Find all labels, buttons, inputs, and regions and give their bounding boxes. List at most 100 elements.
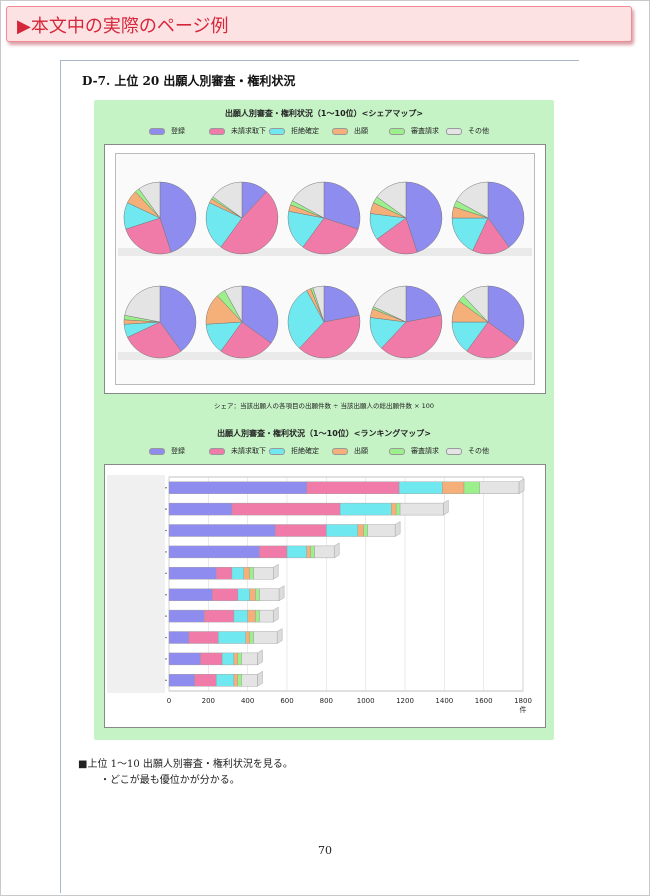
legend-swatch	[209, 127, 225, 135]
bar-segment	[253, 567, 274, 580]
legend-label: 出願	[354, 447, 368, 455]
bar-segment	[215, 674, 235, 687]
category-tick	[165, 529, 167, 532]
bar-segment	[204, 609, 235, 623]
bar-segment	[306, 481, 400, 494]
category-tick	[165, 679, 167, 682]
legend-swatch	[389, 447, 405, 455]
header-banner: ▶本文中の実際のページ例	[6, 6, 632, 42]
bar-segment	[259, 588, 280, 601]
pie-slice	[159, 285, 197, 352]
bar-segment	[391, 502, 397, 516]
legend-item: 拒絶確定	[269, 446, 319, 456]
bar-segment	[231, 502, 341, 516]
bar-segment	[363, 524, 368, 537]
category-tick	[165, 572, 167, 575]
legend-label: 審査請求	[411, 127, 439, 135]
bar-segment	[259, 545, 288, 559]
pie-slice	[125, 217, 172, 255]
share-legend: 登録 未請求取下 拒絶確定 出願 審査請求 その他	[94, 126, 554, 138]
pie-slice	[241, 285, 279, 344]
x-tick-label: 1800	[514, 697, 532, 705]
pie-chart	[369, 181, 443, 255]
bar-segment	[168, 567, 217, 580]
bar-row	[165, 585, 285, 602]
pie-slice	[127, 321, 182, 359]
pie-slice	[323, 285, 360, 323]
x-tick-label: 1200	[396, 697, 414, 705]
bar-segment	[399, 502, 444, 516]
category-tick	[165, 593, 167, 596]
bar-end-cap	[394, 521, 401, 537]
pie-slice	[138, 181, 161, 219]
pie-slice	[292, 181, 325, 219]
pie-grid	[118, 181, 532, 360]
pie-slice	[124, 285, 161, 323]
category-tick	[165, 486, 167, 489]
bar-row	[165, 542, 340, 559]
pie-slice	[405, 285, 442, 323]
bar-segment	[168, 545, 260, 559]
bar-row	[165, 563, 279, 580]
legend-item: 出願	[332, 446, 368, 456]
bar-segment	[217, 631, 246, 644]
bar-segment	[286, 545, 307, 559]
pie-slice	[466, 321, 518, 359]
pie-slice	[224, 285, 243, 323]
pie-slice	[159, 181, 197, 253]
bar-segment	[168, 502, 233, 516]
bar-end-cap	[334, 542, 340, 559]
x-tick-label: 200	[202, 697, 215, 705]
pie-chart	[287, 181, 361, 255]
legend-item: 出願	[332, 126, 368, 136]
legend-item: 審査請求	[389, 446, 439, 456]
pie-slice	[381, 314, 443, 359]
chart-area: 出願人別審査・権利状況（1～10位）<シェアマップ> 登録 未請求取下 拒絶確定 出願…	[94, 100, 554, 740]
bar-segment	[168, 588, 213, 601]
bar-segment	[306, 545, 311, 559]
legend-swatch	[446, 447, 462, 455]
bar-segment	[194, 674, 217, 687]
bar-segment	[241, 652, 258, 666]
bar-segment	[237, 674, 242, 687]
pie-chart	[205, 181, 279, 255]
bar-row	[165, 670, 263, 687]
bar-end-cap	[273, 606, 279, 623]
bar-segment	[259, 609, 274, 623]
share-note: シェア：当該出願人の各項目の出願件数 ÷ 当該出願人の総出願件数 × 100	[213, 402, 435, 410]
x-tick-label: 1400	[435, 697, 453, 705]
legend-label: その他	[468, 127, 489, 135]
bar-end-cap	[273, 563, 279, 580]
legend-swatch	[389, 127, 405, 135]
legend-swatch	[446, 127, 462, 135]
bar-segment	[233, 652, 239, 666]
bar-segment	[253, 631, 278, 644]
pie-slice	[220, 321, 272, 359]
bar-segment	[479, 481, 520, 494]
bar-segment	[233, 609, 248, 623]
bar-row	[165, 649, 263, 666]
bar-segment	[249, 631, 254, 644]
pie-slice	[373, 285, 407, 323]
x-tick-label: 600	[280, 697, 293, 705]
pie-slice	[405, 181, 443, 253]
pie-chart	[451, 181, 525, 255]
category-tick	[165, 658, 167, 660]
x-tick-label: 1600	[475, 697, 493, 705]
legend-swatch	[332, 127, 348, 135]
banner-title: ▶本文中の実際のページ例	[17, 16, 229, 37]
bar-segment	[221, 652, 235, 666]
bar-row	[165, 478, 525, 495]
x-tick-label: 1000	[357, 697, 375, 705]
bar-end-cap	[518, 478, 525, 495]
pie-slice	[220, 191, 279, 255]
share-chart-title: 出願人別審査・権利状況（1～10位）<シェアマップ>	[224, 109, 424, 118]
pie-slice	[302, 217, 359, 255]
bar-segment	[243, 567, 250, 580]
legend-item: 拒絶確定	[269, 126, 319, 136]
bar-segment	[247, 609, 256, 623]
bar-segment	[212, 588, 239, 601]
bar-segment	[237, 652, 242, 666]
legend-label: 拒絶確定	[291, 447, 319, 455]
